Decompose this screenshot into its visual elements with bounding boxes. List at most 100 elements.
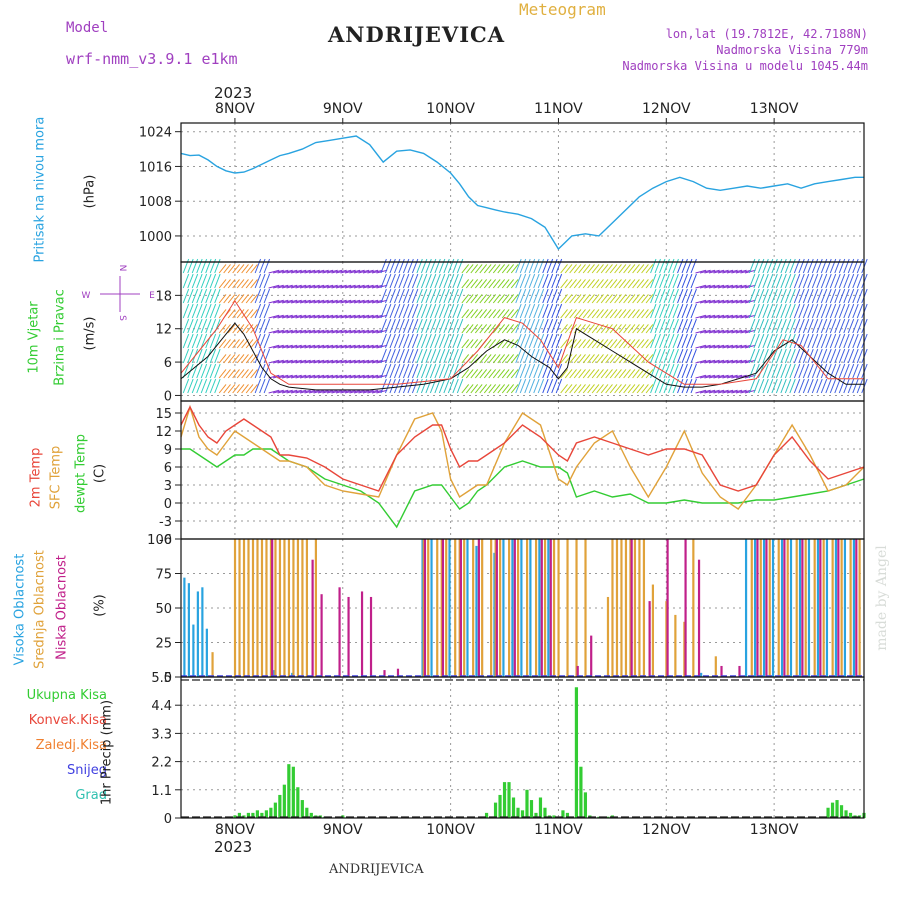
wind-barb: [784, 363, 792, 379]
wind-barb: [191, 333, 199, 349]
wind-barb: [771, 288, 778, 304]
wind-barb: [344, 359, 356, 364]
wind-barb: [465, 309, 474, 319]
wind-barb: [349, 374, 361, 379]
cloud-high-bar: [205, 628, 208, 677]
wind-barb: [187, 333, 194, 349]
wind-barb: [600, 324, 609, 334]
wind-barb: [564, 279, 573, 289]
wind-barb: [452, 378, 459, 394]
wind-barb: [322, 389, 334, 394]
wind-barb: [654, 348, 661, 364]
wind-barb: [218, 294, 227, 304]
wind-barb: [753, 318, 760, 334]
wind-barb: [672, 273, 679, 289]
wind-barb: [389, 288, 396, 304]
wind-barb: [641, 264, 649, 274]
wind-barb: [272, 359, 284, 364]
wind-barb: [668, 348, 675, 364]
wind-barb: [349, 314, 361, 319]
wind-barb: [304, 344, 316, 349]
wind-barb: [367, 314, 379, 319]
cloud-mid-bar: [615, 539, 619, 677]
wind-barb: [847, 333, 855, 349]
wind-barb: [578, 324, 586, 334]
wind-barb: [200, 258, 208, 274]
wind-barb: [825, 348, 832, 364]
wind-barb: [533, 318, 540, 334]
bottom-date-label: 12NOV: [642, 822, 691, 838]
wind-barb: [762, 258, 769, 274]
wind-barb: [236, 339, 245, 349]
wind-barb: [757, 273, 765, 289]
wind-barb: [717, 299, 729, 304]
wind-barb: [825, 303, 832, 319]
wind-barb: [223, 369, 231, 379]
wind-barb: [542, 333, 549, 349]
wind-barb: [533, 288, 540, 304]
cloud-high-bar: [771, 539, 775, 677]
wind-barb: [286, 284, 298, 289]
wind-barb: [618, 279, 627, 289]
wind-barb: [506, 279, 515, 289]
wind-barb: [223, 324, 231, 334]
cloud-mid-bar: [642, 539, 646, 677]
wind-barb: [443, 333, 450, 349]
wind-barb: [852, 318, 859, 334]
wind-barb: [825, 273, 832, 289]
wind-barb: [573, 339, 582, 349]
wind-barb: [596, 264, 604, 274]
wind-barb: [209, 333, 217, 349]
wind-barb: [722, 344, 734, 349]
wind-barb: [236, 324, 245, 334]
wind-barb: [470, 309, 479, 319]
wind-barb: [834, 258, 841, 274]
precip-bar: [305, 807, 309, 818]
wind-barb: [304, 269, 316, 274]
wind-barb: [187, 303, 194, 319]
wind-barb: [506, 339, 515, 349]
wind-barb: [241, 369, 249, 379]
wind-barb: [411, 333, 419, 349]
y-tick-label: 1008: [139, 195, 172, 210]
precip-bar: [565, 812, 570, 818]
wind-barb: [407, 273, 414, 289]
wind-barb: [802, 378, 810, 394]
wind-barb: [789, 333, 796, 349]
pressure-line: [180, 135, 864, 251]
wind-barb: [762, 303, 769, 319]
wind-barb: [223, 279, 231, 289]
wind-barb: [645, 324, 654, 334]
cloud-mid-bar: [822, 539, 825, 677]
wind-barb: [268, 314, 280, 319]
wind-barb: [420, 303, 428, 319]
wind-barb: [389, 303, 396, 319]
wind-barb: [380, 303, 387, 319]
wind-barb: [600, 294, 609, 304]
wind-barb: [389, 258, 396, 274]
wind-barb: [641, 369, 649, 379]
wind-barb: [308, 344, 320, 349]
wind-barb: [492, 294, 501, 304]
wind-barb: [250, 264, 258, 274]
wind-barb: [407, 318, 414, 334]
wind-barb: [775, 348, 783, 364]
cloud-mid-bar: [849, 539, 852, 677]
wind-barb: [609, 324, 618, 334]
wind-barb: [591, 294, 600, 304]
wind-barb: [766, 288, 774, 304]
wind-barb: [555, 303, 563, 319]
wind-barb: [434, 348, 441, 364]
wind-barb: [668, 303, 675, 319]
bottom-date-label: 10NOV: [426, 822, 475, 838]
wind-barb: [829, 333, 837, 349]
wind-barb: [317, 344, 329, 349]
wind-barb: [524, 318, 531, 334]
wind-barb: [659, 303, 666, 319]
wind-barb: [582, 264, 591, 274]
cloud-mid-bar: [813, 539, 816, 677]
wind-barb: [537, 363, 545, 379]
wind-barb: [461, 324, 470, 334]
wind-barb: [641, 384, 649, 394]
wind-barb: [748, 378, 756, 394]
